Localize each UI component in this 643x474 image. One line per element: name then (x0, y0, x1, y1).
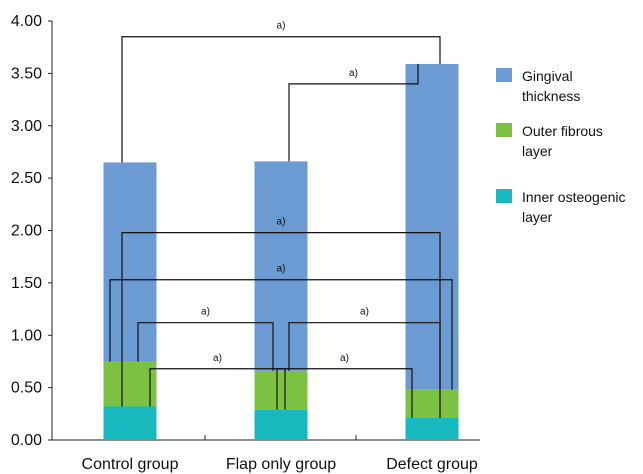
significance-bracket (149, 368, 286, 410)
x-category-label: Control group (82, 456, 179, 473)
legend-swatch-gingival-thickness (496, 68, 512, 82)
y-tick-label: 1.00 (11, 327, 42, 344)
significance-label: a) (213, 353, 222, 364)
bar-segment-inner-osteogenic-layer (405, 418, 459, 440)
bar-segment-outer-fibrous-layer (254, 370, 308, 410)
legend-swatch-outer-fibrous-layer (496, 123, 512, 137)
bar-segment-gingival-thickness (405, 63, 459, 390)
y-tick-label: 3.50 (11, 65, 42, 82)
bar-segment-gingival-thickness (103, 162, 157, 362)
bar-segment-gingival-thickness (254, 161, 308, 371)
legend-label-outer-fibrous-layer: Outer fibrous layer (522, 123, 603, 159)
x-category-label: Defect group (386, 456, 478, 473)
y-tick-label: 2.00 (11, 223, 42, 240)
significance-bracket (121, 36, 441, 163)
x-category-label: Flap only group (226, 456, 336, 473)
significance-bracket (288, 322, 441, 390)
significance-bracket (137, 322, 274, 371)
significance-bracket (276, 368, 413, 419)
bar-segment-inner-osteogenic-layer (103, 406, 157, 440)
y-tick-label: 3.00 (11, 118, 42, 135)
legend-label-inner-osteogenic-layer: Inner osteogenic layer (522, 189, 626, 225)
bar-segment-inner-osteogenic-layer (254, 409, 308, 440)
legend-swatch-inner-osteogenic-layer (496, 189, 512, 203)
y-tick-label: 2.50 (11, 170, 42, 187)
significance-label: a) (340, 353, 349, 364)
legend-label-gingival-thickness: Gingival thickness (522, 68, 580, 104)
significance-label: a) (277, 217, 286, 228)
y-tick-label: 4.00 (11, 13, 42, 30)
significance-label: a) (360, 307, 369, 318)
significance-bracket (109, 279, 453, 390)
significance-label: a) (277, 21, 286, 32)
significance-label: a) (201, 307, 210, 318)
bar-segment-outer-fibrous-layer (103, 361, 157, 407)
y-tick-label: 1.50 (11, 275, 42, 292)
significance-label: a) (349, 68, 358, 79)
significance-label: a) (277, 264, 286, 275)
y-tick-label: 0.00 (11, 432, 42, 449)
bar-segment-outer-fibrous-layer (405, 389, 459, 419)
y-tick-label: 0.50 (11, 380, 42, 397)
significance-bracket (288, 63, 419, 162)
